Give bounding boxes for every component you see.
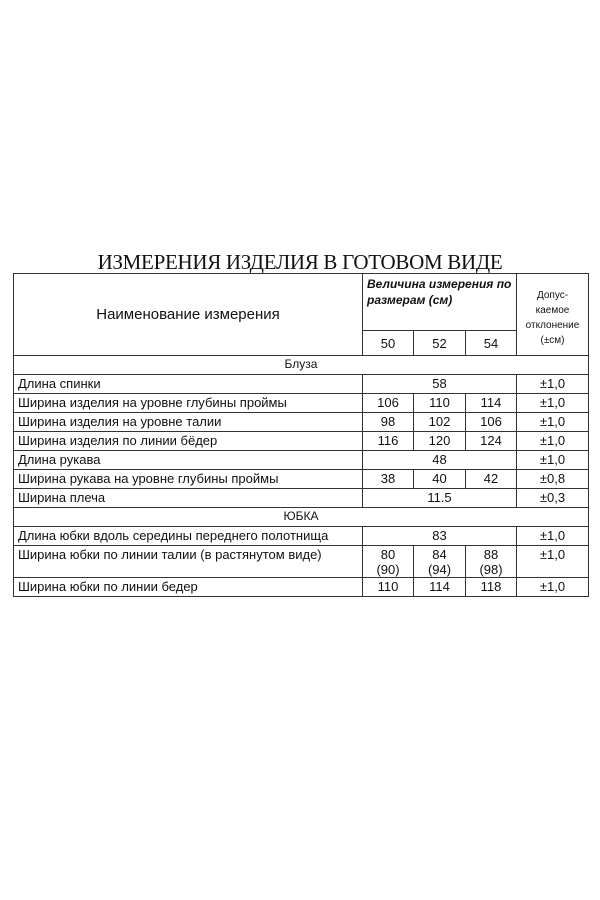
section-header: Блуза (13, 355, 589, 375)
table-row: Ширина плеча 11.5 ±0,3 (13, 488, 589, 508)
header-size: 52 (413, 330, 466, 356)
measurement-value: 120 (413, 431, 466, 451)
measurement-name: Ширина изделия на уровне талии (13, 412, 363, 432)
measurement-name: Ширина изделия на уровне глубины проймы (13, 393, 363, 413)
measurement-value: 118 (465, 577, 517, 597)
table-row: Длина спинки 58 ±1,0 (13, 374, 589, 394)
table-row: Ширина изделия на уровне глубины проймы 1… (13, 393, 589, 413)
table-row: Длина юбки вдоль середины переднего поло… (13, 526, 589, 546)
measurements-table: Наименование измерения Величина измерени… (13, 273, 589, 597)
table-row: Ширина изделия по линии бёдер 116 120 124 ±1… (13, 431, 589, 451)
tolerance-value: ±0,8 (516, 469, 589, 489)
measurement-value: 114 (413, 577, 466, 597)
tolerance-value: ±1,0 (516, 374, 589, 394)
tolerance-value: ±1,0 (516, 412, 589, 432)
measurement-name: Ширина рукава на уровне глубины проймы (13, 469, 363, 489)
tolerance-value: ±1,0 (516, 545, 589, 578)
measurement-value: 102 (413, 412, 466, 432)
measurement-value: 11.5 (362, 488, 517, 508)
measurement-value: 38 (362, 469, 414, 489)
measurement-value: 98 (362, 412, 414, 432)
measurement-name: Длина рукава (13, 450, 363, 470)
header-sizes-caption: Величина измерения по размерам (см) (362, 273, 517, 331)
table-row: Ширина юбки по линии бедер 110 114 118 ±1,0 (13, 577, 589, 597)
header-size: 54 (465, 330, 517, 356)
measurement-name: Ширина юбки по линии талии (в растянутом… (13, 545, 363, 578)
measurement-value: 114 (465, 393, 517, 413)
section-title: ЮБКА (13, 507, 589, 527)
measurement-name: Ширина юбки по линии бедер (13, 577, 363, 597)
header-tolerance: Допус-каемое отклонение (±см) (516, 273, 589, 356)
measurement-value: 88 (98) (465, 545, 517, 578)
page-title: ИЗМЕРЕНИЯ ИЗДЕЛИЯ В ГОТОВОМ ВИДЕ (97, 250, 503, 274)
measurement-name: Длина спинки (13, 374, 363, 394)
table-row: Ширина изделия на уровне талии 98 102 106 ±1… (13, 412, 589, 432)
tolerance-value: ±1,0 (516, 526, 589, 546)
measurement-value: 48 (362, 450, 517, 470)
table-row: Длина рукава 48 ±1,0 (13, 450, 589, 470)
measurement-value: 58 (362, 374, 517, 394)
measurement-name: Ширина изделия по линии бёдер (13, 431, 363, 451)
section-header: ЮБКА (13, 507, 589, 527)
header-size: 50 (362, 330, 414, 356)
tolerance-value: ±1,0 (516, 393, 589, 413)
measurement-value: 42 (465, 469, 517, 489)
table-row: Ширина рукава на уровне глубины проймы 38… (13, 469, 589, 489)
measurement-value: 40 (413, 469, 466, 489)
tolerance-value: ±1,0 (516, 450, 589, 470)
measurement-value: 106 (362, 393, 414, 413)
header-name: Наименование измерения (13, 273, 363, 356)
tolerance-value: ±1,0 (516, 577, 589, 597)
table-row: Ширина юбки по линии талии (в растянутом… (13, 545, 589, 578)
tolerance-value: ±1,0 (516, 431, 589, 451)
measurement-value: 110 (413, 393, 466, 413)
measurement-name: Длина юбки вдоль середины переднего поло… (13, 526, 363, 546)
measurement-value: 84 (94) (413, 545, 466, 578)
measurement-value: 124 (465, 431, 517, 451)
measurement-value: 83 (362, 526, 517, 546)
measurement-value: 116 (362, 431, 414, 451)
measurement-value: 106 (465, 412, 517, 432)
measurement-value: 110 (362, 577, 414, 597)
measurement-name: Ширина плеча (13, 488, 363, 508)
measurement-value: 80 (90) (362, 545, 414, 578)
tolerance-value: ±0,3 (516, 488, 589, 508)
section-title: Блуза (13, 355, 589, 375)
